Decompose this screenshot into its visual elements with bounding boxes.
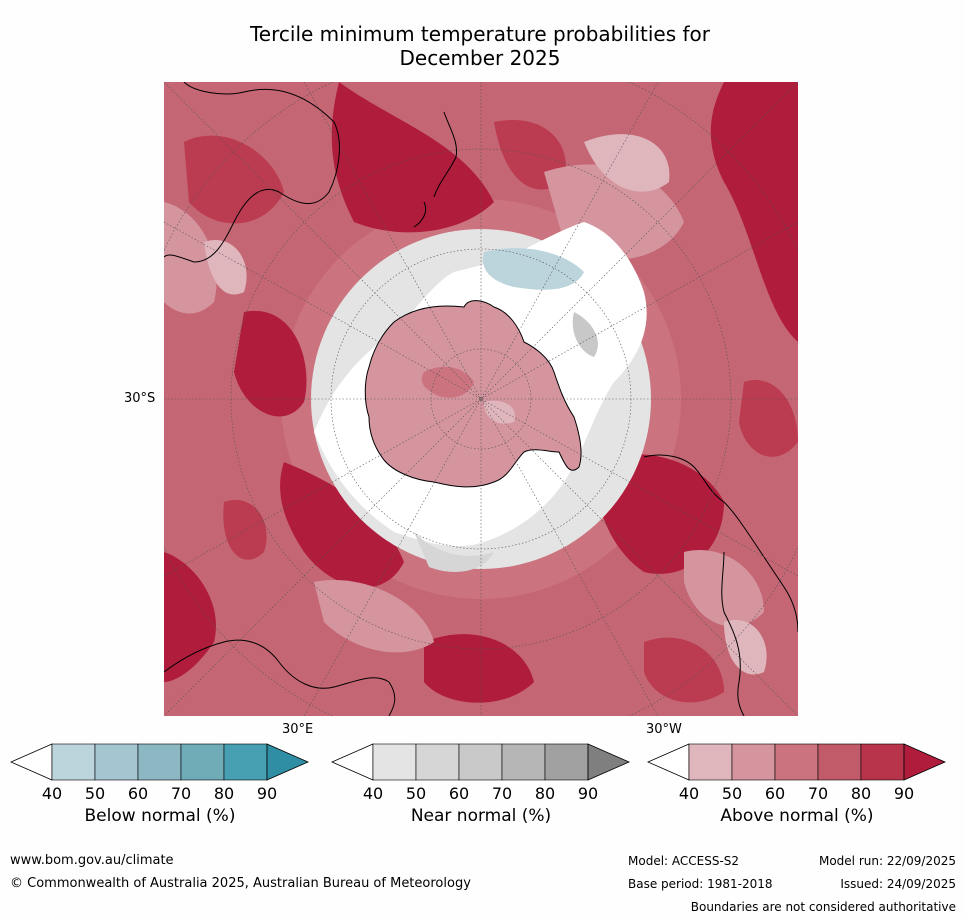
colorbar-tick-label: 90 — [256, 784, 278, 803]
colorbar-segment — [817, 743, 862, 781]
colorbar-min-extension — [647, 743, 690, 781]
model-text: Model: ACCESS-S2 — [628, 854, 740, 868]
colorbar-tick-label: 80 — [534, 784, 556, 803]
colorbar-svg — [647, 743, 946, 781]
disclaimer-text: Boundaries are not considered authoritat… — [690, 900, 956, 914]
south-america-coast — [643, 454, 798, 716]
colorbar-segment — [774, 743, 819, 781]
colorbar-tick-label: 70 — [491, 784, 513, 803]
colorbar-tick-label: 50 — [84, 784, 106, 803]
chart-title: Tercile minimum temperature probabilitie… — [160, 22, 800, 70]
colorbar-segment — [501, 743, 546, 781]
above-80-90-regions — [184, 120, 798, 703]
colorbar-tick-label: 40 — [362, 784, 384, 803]
lon-label-30e: 30°E — [282, 722, 314, 737]
colorbar-above: 40 50 60 70 80 90 — [647, 743, 947, 803]
colorbar-segment — [860, 743, 905, 781]
colorbar-svg — [331, 743, 630, 781]
new-zealand-coast — [413, 111, 458, 228]
base-period-text: Base period: 1981-2018 — [628, 877, 773, 891]
map-svg — [164, 82, 798, 716]
title-line-1: Tercile minimum temperature probabilitie… — [249, 22, 711, 46]
colorbar-tick-label: 40 — [678, 784, 700, 803]
colorbar-min-extension — [10, 743, 53, 781]
australia-coast — [164, 82, 340, 263]
colorbar-tick-label: 60 — [448, 784, 470, 803]
colorbar-segment — [731, 743, 776, 781]
copyright-text: © Commonwealth of Australia 2025, Austra… — [10, 876, 471, 891]
colorbar-tick-label: 80 — [850, 784, 872, 803]
lon-label-30w: 30°W — [646, 722, 682, 737]
colorbar-tick-label: 90 — [893, 784, 915, 803]
colorbar-segment — [415, 743, 460, 781]
colorbar-segment — [180, 743, 225, 781]
colorbar-segment — [372, 743, 417, 781]
colorbar-near-label: Near normal (%) — [410, 806, 552, 826]
colorbar-segment — [458, 743, 503, 781]
colorbar-segment — [223, 743, 268, 781]
above-40-50-regions — [204, 134, 767, 675]
colorbar-tick-label: 50 — [405, 784, 427, 803]
colorbar-tick-label: 80 — [213, 784, 235, 803]
colorbar-segment — [51, 743, 96, 781]
colorbar-above-label: Above normal (%) — [720, 806, 874, 826]
colorbar-tick-label: 70 — [170, 784, 192, 803]
africa-coast — [164, 639, 396, 716]
colorbar-segment — [544, 743, 589, 781]
graticule — [164, 82, 798, 716]
antarctica — [364, 300, 582, 488]
colorbar-svg — [10, 743, 309, 781]
model-run-text: Model run: 22/09/2025 — [818, 854, 956, 868]
lat-label-30s: 30°S — [124, 391, 156, 406]
coastlines — [164, 82, 798, 716]
probability-map — [164, 82, 798, 716]
colorbar-below-label: Below normal (%) — [84, 806, 236, 826]
colorbar-segment — [94, 743, 139, 781]
colorbar-below: 40 50 60 70 80 90 — [10, 743, 310, 803]
website-link[interactable]: www.bom.gov.au/climate — [10, 853, 174, 868]
colorbar-tick-label: 90 — [577, 784, 599, 803]
colorbar-segment — [137, 743, 182, 781]
colorbar-tick-label: 40 — [41, 784, 63, 803]
colorbar-near: 40 50 60 70 80 90 — [331, 743, 631, 803]
colorbar-tick-label: 70 — [807, 784, 829, 803]
colorbar-tick-label: 60 — [127, 784, 149, 803]
colorbar-tick-label: 60 — [764, 784, 786, 803]
colorbar-tick-label: 50 — [721, 784, 743, 803]
colorbar-max-extension — [266, 743, 309, 781]
colorbar-max-extension — [903, 743, 946, 781]
colorbar-segment — [688, 743, 733, 781]
colorbar-max-extension — [587, 743, 630, 781]
title-line-2: December 2025 — [399, 46, 561, 70]
colorbar-min-extension — [331, 743, 374, 781]
issued-text: Issued: 24/09/2025 — [840, 877, 956, 891]
